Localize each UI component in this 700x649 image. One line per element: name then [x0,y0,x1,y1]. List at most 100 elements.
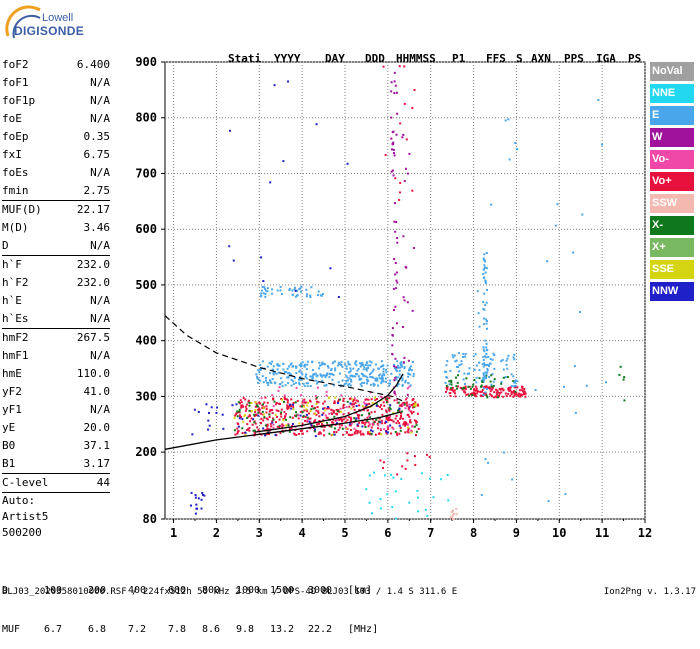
echo-point-e [512,375,515,378]
echo-point-vo- [403,401,406,404]
echo-point-x- [366,419,369,422]
echo-point-vo- [512,395,515,398]
echo-point-sse [309,410,312,413]
echo-point-vo- [311,405,314,408]
echo-point-e [326,372,329,375]
logo-line2: DIGISONDE [14,24,85,38]
echo-point-vo- [307,412,310,415]
echo-point-nnw [262,427,265,430]
echo-point-vo- [348,433,351,436]
echo-point-sse [345,427,348,430]
distance-value: 1500 [270,585,295,596]
echo-point-e [513,353,516,356]
echo-point-vo- [385,417,388,420]
echo-point-e [472,355,475,358]
echo-point-x- [622,378,625,381]
echo-point-vo- [400,412,403,415]
echo-point-e [482,393,485,396]
echo-point-vo- [325,390,328,393]
echo-point-nnw [252,418,255,421]
echo-point-vo- [253,415,256,418]
echo-point-vo- [428,455,431,458]
echo-point-vo- [345,431,348,434]
echo-point-w [408,152,411,155]
echo-point-vo- [475,387,478,390]
echo-point-e [475,376,478,379]
echo-point-vo- [414,463,417,466]
echo-point-vo- [476,389,479,392]
echo-point-e [483,266,486,269]
echo-point-x- [237,401,240,404]
echo-point-e [484,391,487,394]
echo-point-x- [346,400,349,403]
echo-point-vo- [411,424,414,427]
param-key: foEs [2,166,29,179]
echo-point-ssw [453,512,456,515]
echo-point-e [369,376,372,379]
echo-point-w [406,172,409,175]
echo-point-vo- [406,459,409,462]
echo-point-e [455,359,458,362]
param-value: N/A [90,312,110,325]
echo-point-x- [490,374,493,377]
echo-point-w [395,91,398,94]
param-row: foF2 6.400 [2,56,110,74]
echo-point-vo- [398,198,401,201]
echo-point-vo- [410,429,413,432]
echo-point-e [464,353,467,356]
echo-point-vo- [249,414,252,417]
echo-point-vo- [259,421,262,424]
echo-point-vo- [240,416,243,419]
echo-point-e [330,372,333,375]
echo-point-vo- [400,414,403,417]
echo-point-nnw [335,422,338,425]
echo-point-nnw [189,504,192,507]
echo-point-vo- [349,424,352,427]
echo-point-vo- [366,409,369,412]
echo-point-vo- [523,392,526,395]
echo-point-vo- [512,390,515,393]
echo-point-vo- [404,424,407,427]
param-key: hmF2 [2,331,29,344]
echo-point-e [305,373,308,376]
echo-point-vo- [341,418,344,421]
echo-point-w [402,296,405,299]
echo-point-nnw [231,404,234,407]
echo-point-vo- [353,427,356,430]
echo-point-sse [406,426,409,429]
echo-point-vo- [416,403,419,406]
echo-point-nnw [208,424,211,427]
echo-point-e [390,372,393,375]
echo-point-vo- [358,414,361,417]
echo-point-e [483,253,486,256]
echo-point-vo- [292,405,295,408]
echo-point-nne [392,476,395,479]
param-row: foEs N/A [2,164,110,182]
echo-point-nnw [190,491,193,494]
echo-point-e [287,375,290,378]
echo-point-e [462,378,465,381]
echo-point-vo- [405,398,408,401]
echo-point-vo- [239,402,242,405]
param-value: N/A [90,349,110,362]
echo-point-x- [252,429,255,432]
echo-point-vo- [357,415,360,418]
echo-point-e [489,362,492,365]
echo-point-e [506,357,509,360]
echo-point-x- [233,429,236,432]
echo-point-vo- [464,391,467,394]
echo-point-e [484,458,487,461]
param-value: 41.0 [83,385,111,398]
y-tick-label: 600 [135,222,157,236]
echo-point-vo- [398,432,401,435]
echo-point-e [382,368,385,371]
echo-point-vo- [379,428,382,431]
echo-point-vo- [367,398,370,401]
y-tick-label: 300 [135,389,157,403]
echo-point-vo- [314,394,317,397]
echo-point-e [324,374,327,377]
echo-point-e [358,378,361,381]
echo-point-nnw [263,434,266,437]
echo-point-x- [512,380,515,383]
echo-point-w [393,71,396,74]
